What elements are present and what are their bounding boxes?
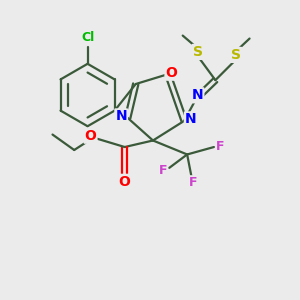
Text: N: N [192, 88, 203, 102]
Text: N: N [116, 110, 127, 123]
Text: F: F [158, 164, 167, 177]
Text: F: F [216, 140, 225, 153]
Text: S: S [193, 45, 202, 59]
Text: S: S [231, 48, 241, 62]
Text: Cl: Cl [81, 31, 94, 44]
Text: F: F [189, 176, 197, 189]
Text: N: N [185, 112, 197, 126]
Text: O: O [118, 175, 130, 189]
Text: O: O [166, 66, 177, 80]
Text: O: O [85, 129, 97, 143]
